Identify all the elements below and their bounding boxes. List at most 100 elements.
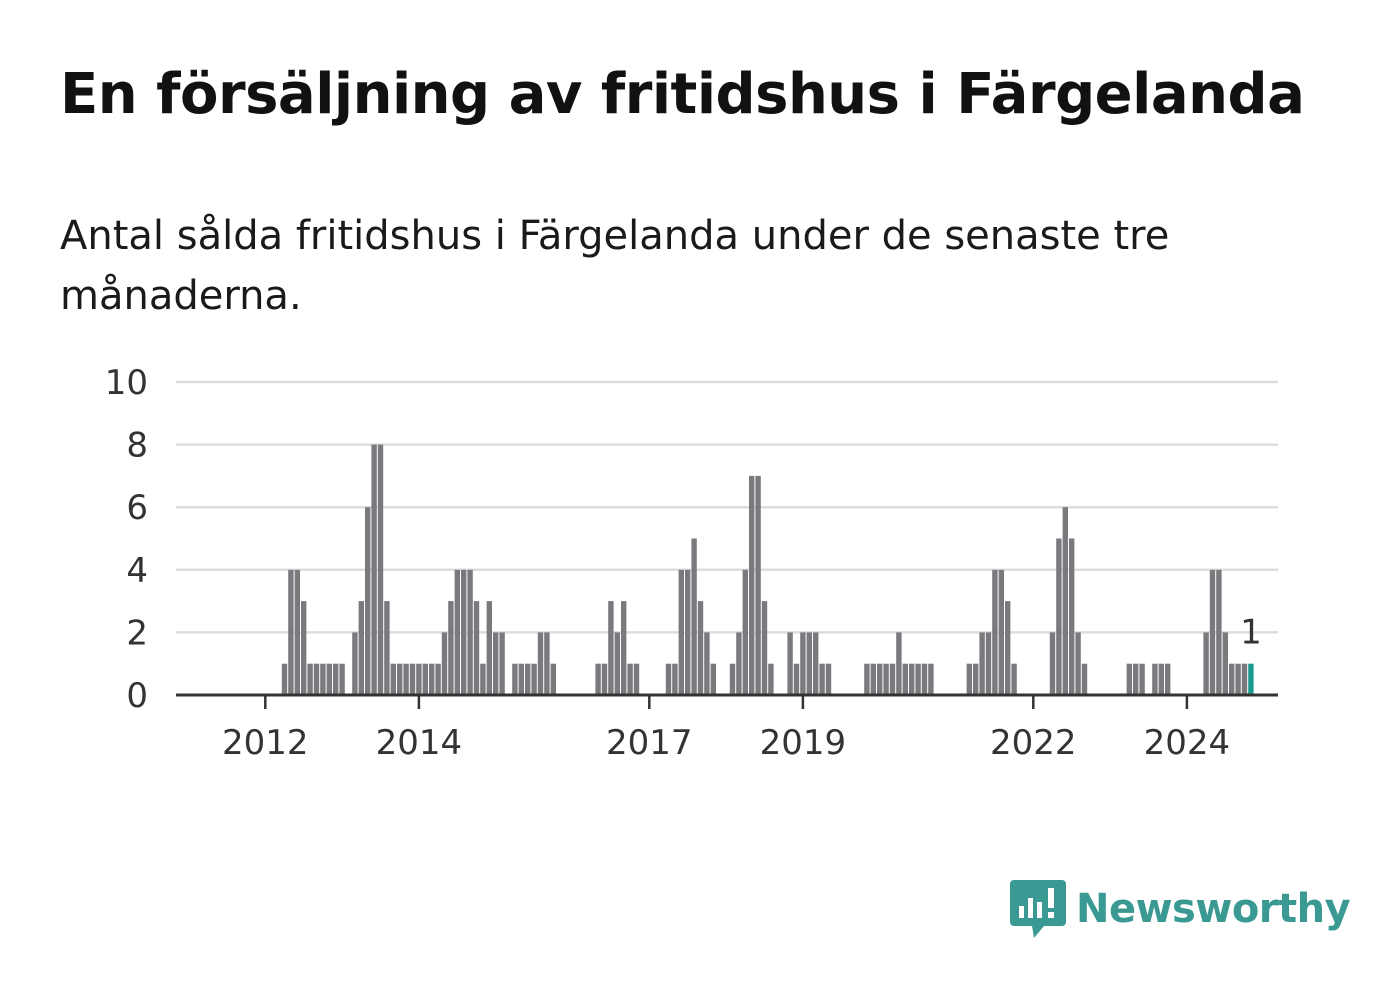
bar <box>608 601 614 695</box>
bar <box>633 663 640 695</box>
x-tick-label: 2022 <box>990 723 1077 763</box>
bar <box>1126 663 1132 695</box>
chart-subtitle: Antal sålda fritidshus i Färgelanda unde… <box>60 213 1170 319</box>
bar <box>441 632 448 695</box>
bar <box>1209 569 1216 695</box>
bar <box>512 663 518 695</box>
newsworthy-logo-icon <box>1010 880 1066 938</box>
bar <box>531 663 537 695</box>
bar <box>902 663 908 695</box>
bar <box>627 663 633 695</box>
bar <box>742 569 748 695</box>
y-tick-label: 4 <box>126 551 148 591</box>
bar <box>429 663 435 695</box>
x-tick-label: 2014 <box>376 723 463 763</box>
bar <box>518 663 524 695</box>
highlight-value-label: 1 <box>1240 613 1262 653</box>
bar <box>761 601 768 695</box>
bar <box>499 632 505 695</box>
bar <box>710 663 716 695</box>
bar <box>793 663 800 695</box>
bar <box>621 601 627 695</box>
bar <box>390 663 396 695</box>
y-tick-label: 8 <box>126 426 148 466</box>
bar <box>678 569 684 695</box>
bar <box>973 663 979 695</box>
bar <box>397 663 403 695</box>
bar <box>601 663 608 695</box>
bar <box>1235 663 1241 695</box>
bar <box>877 663 883 695</box>
bar <box>301 601 307 695</box>
bar <box>339 663 345 695</box>
x-tick-label: 2017 <box>606 723 693 763</box>
bar <box>755 475 761 695</box>
bar <box>1203 632 1209 695</box>
bar <box>595 663 601 695</box>
bar <box>435 663 441 695</box>
bar <box>281 663 288 695</box>
bar <box>550 663 556 695</box>
y-axis-ticks: 0 2 4 6 8 10 <box>105 363 148 716</box>
bar <box>461 569 467 695</box>
x-tick-label: 2024 <box>1144 723 1231 763</box>
bar <box>525 663 531 695</box>
bar <box>896 632 902 695</box>
bar <box>313 663 320 695</box>
bar <box>1069 538 1075 695</box>
bar <box>883 663 889 695</box>
bar <box>1152 663 1158 695</box>
bar <box>800 632 806 695</box>
bar <box>1165 663 1171 695</box>
bar <box>691 538 697 695</box>
bar <box>1133 663 1139 695</box>
bar <box>909 663 915 695</box>
data-labels: 1 <box>1240 613 1262 653</box>
chart-title: En försäljning av fritidshus i Färgeland… <box>60 62 1305 127</box>
bar <box>697 601 704 695</box>
bar <box>371 444 377 695</box>
bar <box>813 632 819 695</box>
bar <box>1062 507 1068 695</box>
bar <box>448 601 454 695</box>
bar <box>979 632 985 695</box>
bar <box>454 569 460 695</box>
bar <box>665 663 672 695</box>
bar <box>467 569 473 695</box>
grid-lines <box>176 380 1278 634</box>
newsworthy-logo[interactable]: Newsworthy <box>1010 878 1351 940</box>
bar <box>409 663 416 695</box>
bar <box>998 569 1004 695</box>
bar <box>422 663 428 695</box>
y-tick-label: 6 <box>126 488 148 528</box>
bar <box>864 663 870 695</box>
bar <box>749 475 755 695</box>
bar <box>1229 663 1235 695</box>
bar <box>537 632 544 695</box>
bar <box>736 632 742 695</box>
y-tick-label: 2 <box>126 613 148 653</box>
x-tick-label: 2012 <box>222 723 309 763</box>
bar <box>1081 663 1088 695</box>
bar <box>685 569 691 695</box>
bar <box>403 663 409 695</box>
bar <box>544 632 550 695</box>
bar <box>416 663 422 695</box>
bar <box>294 569 300 695</box>
brand-name: Newsworthy <box>1076 886 1351 932</box>
bar <box>921 663 928 695</box>
bar <box>819 663 825 695</box>
x-tick-label: 2019 <box>760 723 847 763</box>
bar <box>1222 632 1228 695</box>
bar <box>352 632 358 695</box>
bar <box>672 663 678 695</box>
bar <box>1056 538 1062 695</box>
bar <box>889 663 896 695</box>
bar <box>1011 663 1017 695</box>
bar <box>1075 632 1081 695</box>
bar <box>486 601 492 695</box>
bar <box>1005 601 1011 695</box>
y-tick-label: 10 <box>105 363 148 403</box>
bar <box>870 663 876 695</box>
